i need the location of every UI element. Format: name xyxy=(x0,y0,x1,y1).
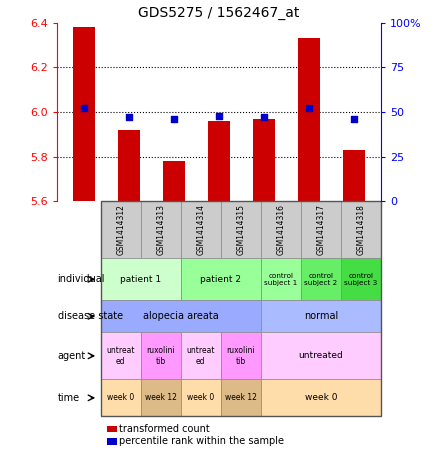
Bar xyxy=(301,202,341,258)
Point xyxy=(81,105,88,112)
Text: week 0: week 0 xyxy=(107,393,134,402)
Bar xyxy=(101,333,141,379)
Bar xyxy=(298,39,320,202)
Bar xyxy=(118,130,140,202)
Text: GSM1414315: GSM1414315 xyxy=(237,204,245,255)
Text: percentile rank within the sample: percentile rank within the sample xyxy=(120,436,285,446)
Bar xyxy=(221,202,261,258)
Bar xyxy=(261,333,381,379)
Text: GSM1414318: GSM1414318 xyxy=(357,204,366,255)
Text: agent: agent xyxy=(57,351,86,361)
Text: normal: normal xyxy=(304,311,338,321)
Bar xyxy=(343,150,365,202)
Text: week 0: week 0 xyxy=(305,393,337,402)
Text: alopecia areata: alopecia areata xyxy=(143,311,219,321)
Text: ruxolini
tib: ruxolini tib xyxy=(146,346,175,366)
Bar xyxy=(141,333,181,379)
Text: transformed count: transformed count xyxy=(120,424,210,434)
Text: individual: individual xyxy=(57,275,105,284)
Bar xyxy=(221,333,261,379)
Bar xyxy=(141,379,181,416)
Text: control
subject 1: control subject 1 xyxy=(264,273,297,286)
Point xyxy=(215,112,223,119)
Bar xyxy=(107,438,117,445)
Text: untreat
ed: untreat ed xyxy=(106,346,135,366)
Text: GSM1414314: GSM1414314 xyxy=(196,204,205,255)
Text: untreated: untreated xyxy=(299,352,343,360)
Bar xyxy=(163,161,185,202)
Bar xyxy=(101,258,181,300)
Text: week 12: week 12 xyxy=(225,393,257,402)
Text: patient 1: patient 1 xyxy=(120,275,161,284)
Text: week 12: week 12 xyxy=(145,393,177,402)
Bar xyxy=(341,258,381,300)
Text: disease state: disease state xyxy=(57,311,123,321)
Text: GSM1414316: GSM1414316 xyxy=(276,204,286,255)
Bar xyxy=(141,202,181,258)
Title: GDS5275 / 1562467_at: GDS5275 / 1562467_at xyxy=(138,6,300,20)
Point xyxy=(170,116,177,123)
Text: ruxolini
tib: ruxolini tib xyxy=(226,346,255,366)
Point xyxy=(125,114,132,121)
Bar xyxy=(208,121,230,202)
Text: control
subject 2: control subject 2 xyxy=(304,273,338,286)
Bar xyxy=(181,379,221,416)
Bar xyxy=(101,202,141,258)
Bar xyxy=(261,258,301,300)
Bar xyxy=(341,202,381,258)
Bar xyxy=(221,379,261,416)
Bar xyxy=(101,300,261,333)
Point xyxy=(261,114,268,121)
Bar xyxy=(181,258,261,300)
Bar xyxy=(301,258,341,300)
Bar xyxy=(181,202,221,258)
Text: untreat
ed: untreat ed xyxy=(187,346,215,366)
Bar xyxy=(101,202,381,416)
Bar xyxy=(101,379,141,416)
Point xyxy=(306,105,313,112)
Text: patient 2: patient 2 xyxy=(200,275,241,284)
Text: time: time xyxy=(57,393,80,403)
Text: GSM1414312: GSM1414312 xyxy=(116,204,125,255)
Bar xyxy=(261,300,381,333)
Bar xyxy=(73,27,95,202)
Text: GSM1414317: GSM1414317 xyxy=(317,204,325,255)
Text: week 0: week 0 xyxy=(187,393,215,402)
Bar xyxy=(261,379,381,416)
Bar xyxy=(261,202,301,258)
Text: control
subject 3: control subject 3 xyxy=(344,273,378,286)
Point xyxy=(350,116,357,123)
Bar xyxy=(107,425,117,433)
Bar xyxy=(253,119,275,202)
Bar xyxy=(181,333,221,379)
Text: GSM1414313: GSM1414313 xyxy=(156,204,165,255)
